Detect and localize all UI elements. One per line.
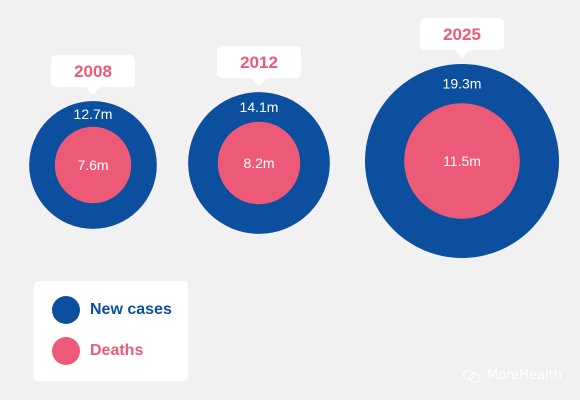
year-callout-pointer-2025 xyxy=(454,49,470,58)
legend-item-new-cases: New cases xyxy=(52,295,172,325)
bubble-deaths-2008 xyxy=(54,126,132,204)
new-cases-value-2025: 19.3m xyxy=(443,76,482,92)
year-callout-2012 xyxy=(217,46,301,79)
year-callout-pointer-2008 xyxy=(85,86,101,96)
legend-dot-new-cases xyxy=(52,296,80,324)
legend-label-new-cases: New cases xyxy=(90,301,172,318)
year-label-2025: 2025 xyxy=(443,25,481,44)
year-callout-2008 xyxy=(51,55,135,88)
deaths-value-2012: 8.2m xyxy=(243,155,274,171)
new-cases-value-2008: 12.7m xyxy=(74,106,113,122)
watermark-text: MoreHealth xyxy=(487,368,562,383)
legend-label-deaths: Deaths xyxy=(90,342,144,359)
legend: New cases Deaths xyxy=(34,281,188,381)
year-callout-2025 xyxy=(420,18,504,50)
year-callout-pointer-2012 xyxy=(251,77,267,87)
bubble-deaths-2012 xyxy=(217,121,301,205)
watermark: MoreHealth xyxy=(463,368,562,383)
deaths-value-2025: 11.5m xyxy=(443,153,481,169)
bubble-deaths-2025 xyxy=(404,103,520,219)
new-cases-value-2012: 14.1m xyxy=(240,99,279,115)
legend-item-deaths: Deaths xyxy=(52,336,143,366)
legend-dot-deaths xyxy=(52,337,80,365)
wechat-icon xyxy=(463,369,481,383)
deaths-value-2008: 7.6m xyxy=(77,157,108,173)
year-label-2012: 2012 xyxy=(240,53,278,72)
year-label-2008: 2008 xyxy=(74,62,112,81)
